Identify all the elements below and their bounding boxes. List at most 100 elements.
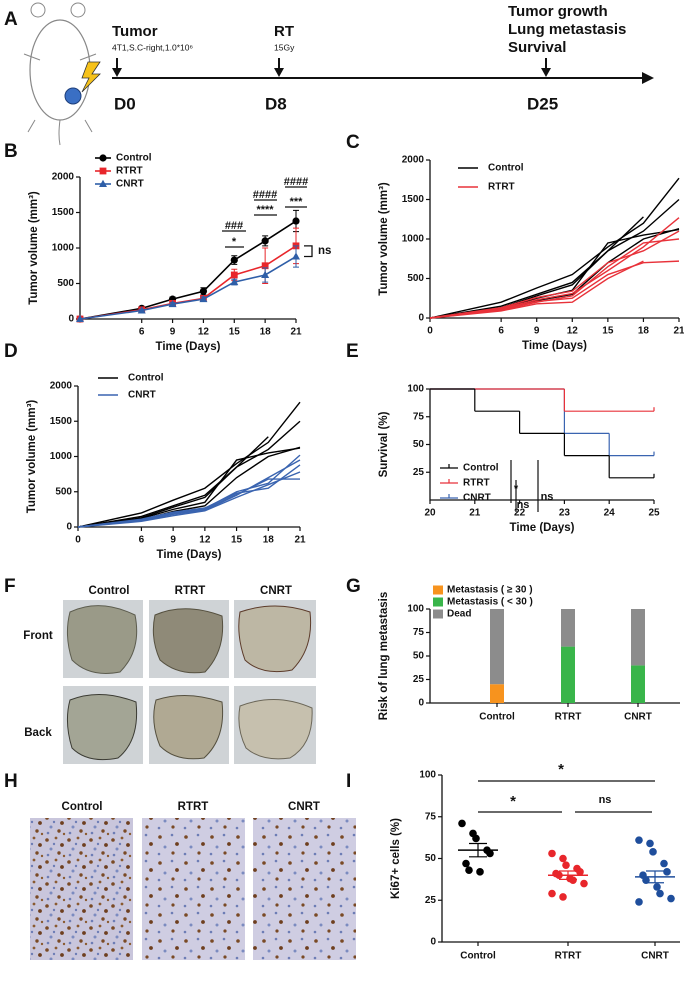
x-tick-label: 18 [263, 535, 275, 546]
timeline-arrow-head [112, 68, 122, 77]
y-tick-label: 50 [425, 853, 437, 864]
bar-segment [561, 646, 575, 703]
series-line [77, 464, 301, 528]
panel-label: E [346, 341, 359, 362]
x-axis-title: Time (Days) [156, 341, 221, 353]
series-line [429, 238, 680, 319]
y-tick-label: 50 [413, 439, 425, 450]
series-line [429, 260, 644, 319]
x-tick-label: CNRT [624, 712, 652, 723]
panel-label: H [4, 771, 18, 792]
bar-segment [490, 684, 504, 703]
legend-swatch [433, 609, 443, 619]
legend-label: CNRT [116, 179, 144, 190]
legend-swatch [433, 585, 443, 595]
x-tick-label: 12 [198, 327, 210, 338]
series-line [77, 447, 301, 528]
annotation: #### [284, 176, 308, 188]
data-point [646, 839, 654, 848]
x-axis-title: Time (Days) [157, 549, 222, 561]
y-axis-title: Ki67+ cells (%) [390, 818, 402, 899]
y-axis-title: Tumor volume (mm³) [28, 191, 40, 305]
marker [199, 287, 208, 295]
x-tick-label: 6 [139, 535, 145, 546]
x-tick-label: 18 [638, 326, 650, 337]
data-point [569, 876, 577, 885]
series-line [429, 198, 680, 319]
y-tick-label: 0 [68, 314, 74, 325]
x-tick-label: 0 [75, 535, 81, 546]
marker [99, 167, 107, 175]
series-line [429, 228, 680, 319]
y-tick-label: 25 [413, 467, 425, 478]
lung-photos [63, 600, 316, 764]
y-tick-label: 1000 [52, 243, 75, 254]
marker [76, 314, 84, 322]
marker [99, 179, 107, 187]
annotation: ns [599, 794, 612, 806]
data-point [548, 849, 556, 858]
sem-bar [646, 870, 664, 884]
series-line [429, 228, 680, 319]
data-point [462, 859, 470, 868]
x-tick-label: Control [460, 951, 496, 962]
bar-segment [490, 609, 504, 685]
annotation: ns [541, 491, 554, 503]
data-point [642, 876, 650, 885]
panel-label: G [346, 576, 361, 597]
data-point [656, 889, 664, 898]
series-line [77, 446, 301, 528]
x-axis-title: Time (Days) [522, 340, 587, 352]
legend-label: Metastasis ( ≥ 30 ) [447, 585, 533, 596]
data-point [576, 868, 584, 876]
series-line [77, 471, 301, 528]
annotation: ns [517, 499, 530, 511]
data-point [472, 834, 480, 843]
marker [199, 294, 208, 303]
annotation: ns [318, 245, 331, 257]
event-title: Tumor [112, 23, 158, 40]
series-line [77, 436, 269, 528]
x-tick-label: 6 [139, 327, 145, 338]
column-label: RTRT [175, 585, 206, 597]
data-point [663, 868, 671, 876]
y-tick-label: 1500 [402, 194, 425, 205]
x-tick-label: 21 [469, 508, 481, 519]
event-day: D8 [265, 94, 287, 113]
legend-label: Control [488, 163, 524, 174]
legend-label: Control [128, 373, 164, 384]
data-point [649, 848, 657, 856]
legend-label: RTRT [116, 166, 143, 177]
timeline [112, 72, 654, 84]
event-title: Survival [508, 39, 566, 56]
y-axis-title: Survival (%) [378, 411, 390, 477]
panel-label: D [4, 341, 18, 362]
data-point [458, 819, 466, 828]
x-tick-label: RTRT [555, 951, 582, 962]
sem-bar [469, 842, 487, 858]
legend-label: RTRT [488, 182, 515, 193]
y-tick-label: 0 [418, 698, 424, 709]
series-line [429, 217, 680, 319]
bar-segment [561, 609, 575, 647]
data-point [486, 849, 494, 858]
annotation: * [558, 761, 564, 778]
data-point [548, 889, 556, 898]
marker [261, 262, 269, 270]
event-day: D25 [527, 94, 558, 113]
data-point [635, 836, 643, 844]
marker [261, 237, 269, 245]
data-point [580, 879, 588, 888]
annotation: * [510, 793, 516, 810]
x-tick-label: CNRT [641, 951, 669, 962]
panel-label: F [4, 576, 16, 597]
y-tick-label: 1000 [50, 451, 73, 462]
x-tick-label: RTRT [555, 712, 582, 723]
y-tick-label: 25 [413, 674, 425, 685]
legend-label: CNRT [128, 390, 156, 401]
legend-label: CNRT [463, 493, 491, 504]
legend-swatch [433, 597, 443, 607]
x-tick-label: 15 [602, 326, 614, 337]
bar-segment [631, 609, 645, 666]
